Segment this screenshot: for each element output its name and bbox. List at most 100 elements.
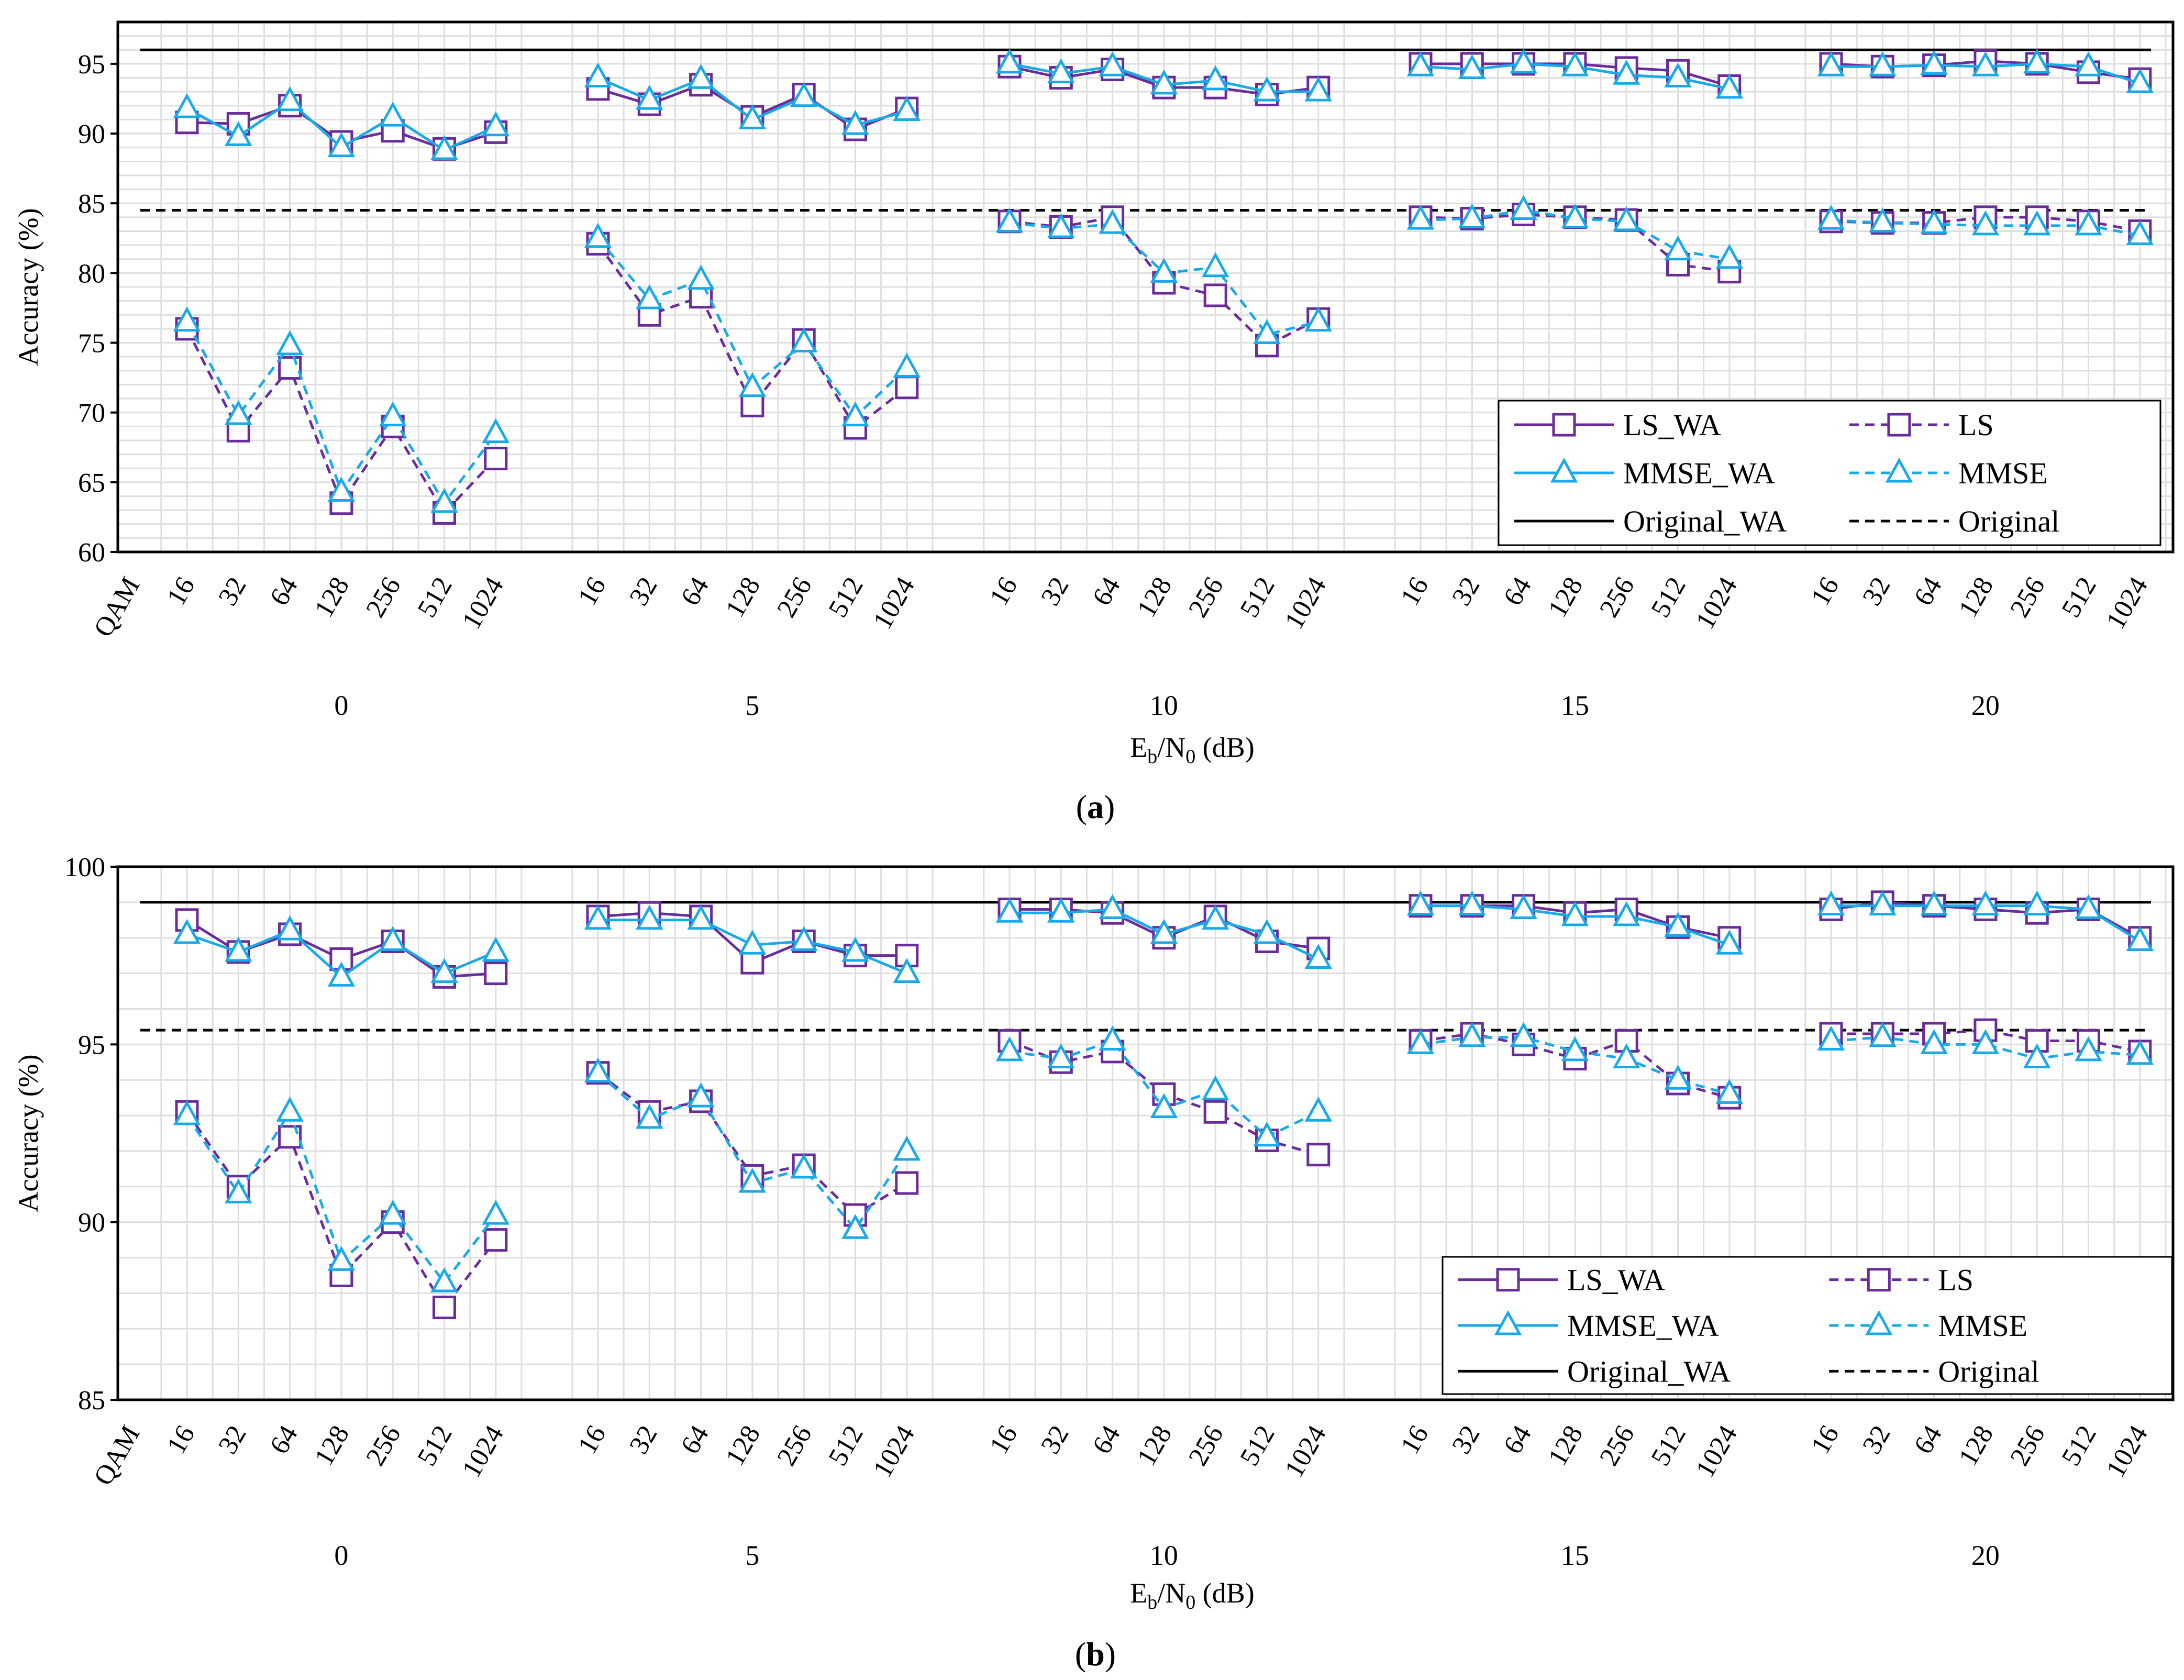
legend-marker	[1496, 1268, 1520, 1292]
data-point	[584, 904, 612, 930]
data-point	[1304, 944, 1333, 969]
group-label: 20	[1971, 1540, 2000, 1571]
series-mmse	[173, 1022, 2154, 1292]
data-point	[1869, 51, 1897, 76]
x-axis-label-unit: (dB)	[1195, 732, 1254, 763]
data-point	[225, 936, 252, 962]
data-point	[841, 1214, 869, 1239]
data-point	[584, 62, 612, 88]
data-point	[1869, 890, 1897, 916]
qam-order-label: 256	[2004, 572, 2050, 623]
data-point	[1458, 1022, 1486, 1047]
data-point	[738, 104, 767, 129]
data-point	[584, 223, 612, 248]
data-point	[1869, 207, 1897, 233]
data-point	[1201, 65, 1229, 91]
data-point	[1664, 235, 1692, 261]
data-point	[738, 930, 767, 955]
data-point	[1510, 894, 1537, 919]
data-point	[1150, 258, 1178, 283]
data-point	[841, 401, 869, 427]
qam-label: QAM	[88, 572, 146, 643]
qam-order-label: 256	[1183, 1421, 1229, 1471]
data-point	[482, 1199, 510, 1225]
data-point	[1047, 898, 1075, 923]
qam-order-label: 16	[572, 572, 612, 611]
data-point	[738, 1167, 767, 1193]
legend-label: MMSE	[1938, 1309, 2027, 1343]
data-point	[1715, 1079, 1744, 1104]
data-point	[484, 1228, 508, 1252]
legend-marker	[1867, 1268, 1891, 1292]
data-point	[1561, 203, 1589, 229]
y-axis-label: Accuracy (%)	[13, 208, 44, 366]
data-point	[1458, 54, 1486, 80]
qam-order-label: 64	[1909, 572, 1948, 611]
data-point	[1664, 1065, 1692, 1090]
data-point	[173, 1100, 201, 1125]
legend-label: Original	[1938, 1354, 2039, 1388]
data-point	[1664, 912, 1692, 937]
caption-a: (a)	[1076, 788, 1115, 825]
data-point	[482, 418, 510, 444]
qam-order-label: 256	[360, 1421, 406, 1471]
data-point	[1253, 1121, 1281, 1147]
qam-order-label: 16	[984, 572, 1023, 611]
qam-order-label: 128	[1132, 1421, 1178, 1471]
group-label: 10	[1150, 1540, 1178, 1571]
data-point	[1304, 76, 1333, 102]
qam-order-label: 64	[1498, 572, 1537, 611]
data-point	[276, 86, 304, 112]
group-label: 5	[745, 690, 759, 721]
data-point	[2126, 68, 2154, 93]
x-axis-label-main: E	[1130, 732, 1147, 763]
data-point	[636, 904, 663, 930]
data-point	[173, 919, 201, 944]
data-point	[225, 1178, 252, 1203]
qam-order-label: 64	[264, 572, 304, 611]
qam-order-label: 16	[161, 572, 201, 611]
grid-lines	[118, 21, 2173, 553]
data-point	[327, 1246, 356, 1271]
series-mmse-wa	[173, 890, 2154, 987]
caption-b-letter: b	[1086, 1635, 1105, 1673]
qam-order-label: 128	[1953, 1421, 1999, 1471]
data-point	[1150, 1093, 1178, 1118]
legend-label: Original_WA	[1623, 504, 1787, 538]
y-axis-label: Accuracy (%)	[13, 1054, 44, 1212]
data-point	[790, 926, 818, 952]
qam-order-label: 64	[1498, 1421, 1537, 1460]
data-point	[1817, 51, 1845, 76]
plot-area	[116, 20, 2175, 554]
data-point	[2075, 1036, 2102, 1062]
qam-order-label: 16	[161, 1421, 201, 1460]
data-point	[1099, 1025, 1126, 1051]
data-point	[379, 101, 407, 127]
qam-order-label: 128	[720, 1421, 766, 1471]
data-point	[995, 1036, 1024, 1062]
data-point	[276, 1097, 304, 1122]
group-label: 0	[334, 1540, 348, 1571]
data-point	[1920, 890, 1948, 916]
y-tick-label: 65	[78, 468, 105, 498]
data-point	[1099, 894, 1126, 919]
data-point	[2126, 220, 2154, 245]
y-tick-label: 80	[78, 259, 105, 289]
data-point	[2023, 210, 2051, 236]
qam-order-label: 256	[1594, 1421, 1640, 1471]
series-layer	[173, 890, 2154, 1320]
data-point	[995, 48, 1024, 74]
qam-order-label: 32	[213, 572, 252, 611]
data-point	[1715, 73, 1744, 99]
data-point	[995, 898, 1024, 923]
group-labels: 0 5 10 15 20	[334, 1540, 2000, 1571]
data-point	[893, 352, 921, 378]
qam-order-label: 256	[2004, 1421, 2050, 1471]
data-point	[1150, 69, 1178, 95]
qam-order-label: 128	[720, 572, 766, 623]
data-point	[687, 264, 715, 290]
plot-area	[116, 865, 2175, 1401]
data-point	[379, 926, 407, 952]
data-point	[484, 447, 508, 471]
data-point	[1406, 51, 1435, 76]
